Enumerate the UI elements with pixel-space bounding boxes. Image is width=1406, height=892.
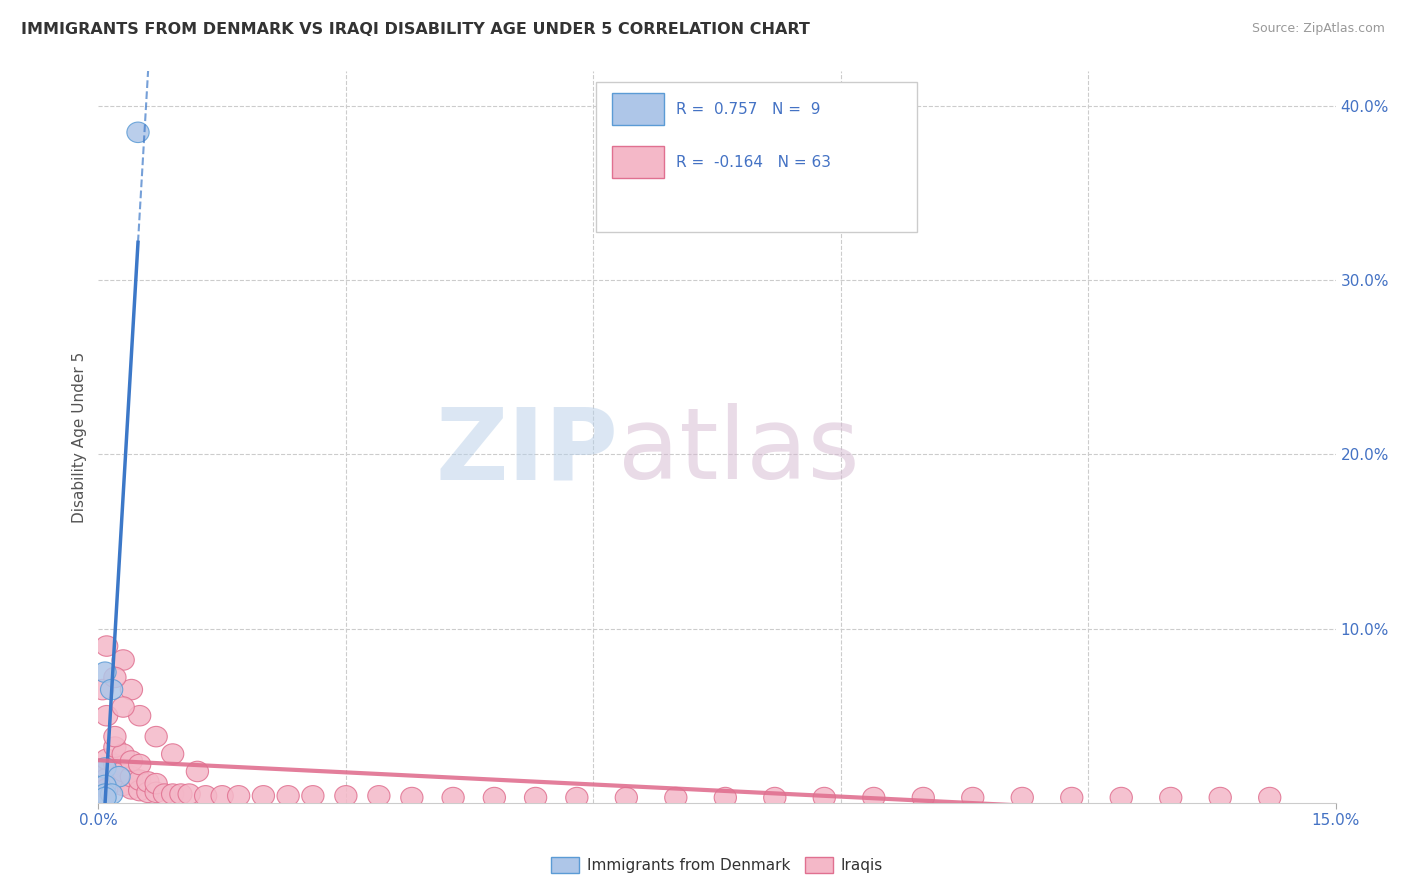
Ellipse shape: [112, 761, 135, 781]
Ellipse shape: [1011, 788, 1033, 808]
Ellipse shape: [1060, 788, 1083, 808]
Ellipse shape: [145, 726, 167, 747]
Ellipse shape: [484, 788, 506, 808]
Ellipse shape: [1111, 788, 1132, 808]
Ellipse shape: [302, 786, 323, 806]
Ellipse shape: [277, 786, 299, 806]
Ellipse shape: [96, 768, 118, 789]
Ellipse shape: [616, 788, 637, 808]
Ellipse shape: [104, 667, 127, 688]
Ellipse shape: [128, 780, 150, 801]
Text: atlas: atlas: [619, 403, 859, 500]
Ellipse shape: [112, 697, 135, 717]
Ellipse shape: [104, 737, 127, 757]
Ellipse shape: [228, 786, 250, 806]
Y-axis label: Disability Age Under 5: Disability Age Under 5: [72, 351, 87, 523]
FancyBboxPatch shape: [612, 94, 664, 126]
Ellipse shape: [121, 680, 142, 700]
Ellipse shape: [162, 784, 184, 805]
Ellipse shape: [96, 636, 118, 657]
Ellipse shape: [368, 786, 389, 806]
Ellipse shape: [186, 761, 208, 781]
Ellipse shape: [401, 788, 423, 808]
Ellipse shape: [145, 782, 167, 803]
Text: IMMIGRANTS FROM DENMARK VS IRAQI DISABILITY AGE UNDER 5 CORRELATION CHART: IMMIGRANTS FROM DENMARK VS IRAQI DISABIL…: [21, 22, 810, 37]
Ellipse shape: [94, 788, 117, 808]
Ellipse shape: [96, 779, 118, 799]
Ellipse shape: [96, 749, 118, 770]
Ellipse shape: [104, 755, 127, 775]
Ellipse shape: [121, 751, 142, 772]
Ellipse shape: [104, 772, 127, 792]
Ellipse shape: [170, 784, 193, 805]
Ellipse shape: [94, 662, 117, 682]
Ellipse shape: [211, 786, 233, 806]
Text: Source: ZipAtlas.com: Source: ZipAtlas.com: [1251, 22, 1385, 36]
Ellipse shape: [565, 788, 588, 808]
Ellipse shape: [127, 122, 149, 143]
Ellipse shape: [335, 786, 357, 806]
Ellipse shape: [1160, 788, 1182, 808]
Legend: Immigrants from Denmark, Iraqis: Immigrants from Denmark, Iraqis: [546, 851, 889, 880]
Ellipse shape: [112, 775, 135, 796]
Ellipse shape: [763, 788, 786, 808]
Ellipse shape: [94, 775, 117, 796]
Ellipse shape: [962, 788, 984, 808]
Ellipse shape: [121, 779, 142, 799]
Ellipse shape: [121, 766, 142, 787]
Ellipse shape: [665, 788, 688, 808]
Text: R =  0.757   N =  9: R = 0.757 N = 9: [676, 102, 821, 117]
Ellipse shape: [100, 784, 122, 805]
Ellipse shape: [100, 680, 122, 700]
Ellipse shape: [194, 786, 217, 806]
Ellipse shape: [112, 744, 135, 764]
Text: ZIP: ZIP: [436, 403, 619, 500]
Ellipse shape: [136, 782, 159, 803]
Ellipse shape: [714, 788, 737, 808]
Ellipse shape: [96, 706, 118, 726]
Ellipse shape: [252, 786, 274, 806]
Ellipse shape: [91, 680, 114, 700]
Ellipse shape: [104, 726, 127, 747]
Ellipse shape: [912, 788, 935, 808]
Ellipse shape: [179, 784, 200, 805]
Ellipse shape: [524, 788, 547, 808]
Ellipse shape: [863, 788, 884, 808]
Ellipse shape: [128, 770, 150, 790]
Ellipse shape: [128, 755, 150, 775]
Ellipse shape: [441, 788, 464, 808]
Ellipse shape: [813, 788, 835, 808]
Ellipse shape: [153, 784, 176, 805]
Text: R =  -0.164   N = 63: R = -0.164 N = 63: [676, 154, 831, 169]
Ellipse shape: [162, 744, 184, 764]
FancyBboxPatch shape: [612, 146, 664, 178]
FancyBboxPatch shape: [596, 82, 918, 232]
Ellipse shape: [94, 784, 117, 805]
Ellipse shape: [136, 772, 159, 792]
Ellipse shape: [145, 773, 167, 794]
Ellipse shape: [94, 757, 117, 778]
Ellipse shape: [1209, 788, 1232, 808]
Ellipse shape: [112, 649, 135, 670]
Ellipse shape: [91, 761, 114, 781]
Ellipse shape: [128, 706, 150, 726]
Ellipse shape: [1258, 788, 1281, 808]
Ellipse shape: [108, 766, 131, 787]
